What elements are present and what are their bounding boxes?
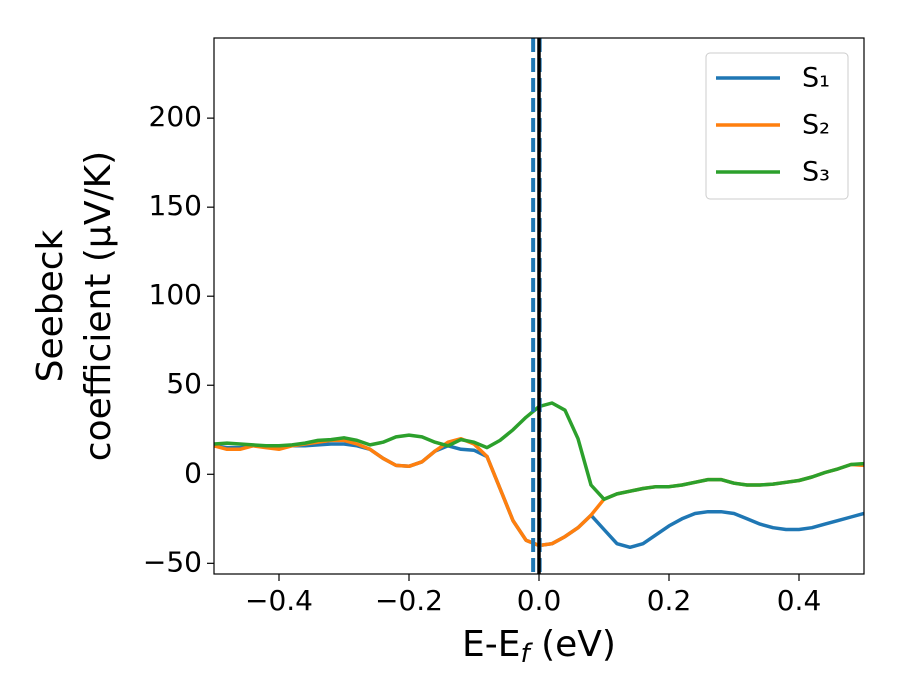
y-axis-label: Seebeck [30,229,71,382]
y-tick-label: 100 [149,278,202,311]
y-tick-label: 50 [166,367,202,400]
x-tick-label: −0.4 [245,584,313,617]
x-label-unit: (eV) [530,624,616,665]
x-tick-label: 0.2 [647,584,692,617]
legend-label: S₁ [802,63,830,94]
x-tick-label: −0.2 [375,584,443,617]
y-tick-label: −50 [143,545,202,578]
y-axis-label: coefficient (μV/K) [78,151,119,461]
x-axis-label: E-Ef (eV) [462,624,616,669]
x-label-main: E-E [462,624,520,665]
y-tick-label: 150 [149,189,202,222]
y-tick-label: 0 [184,456,202,489]
y-tick-label: 200 [149,100,202,133]
legend-label: S₃ [802,157,830,188]
x-tick-label: 0.0 [517,584,562,617]
legend: S₁ S₂ S₃ [705,52,849,200]
x-tick-label: 0.4 [777,584,822,617]
legend-label: S₂ [802,110,830,141]
plot-area [214,38,864,574]
